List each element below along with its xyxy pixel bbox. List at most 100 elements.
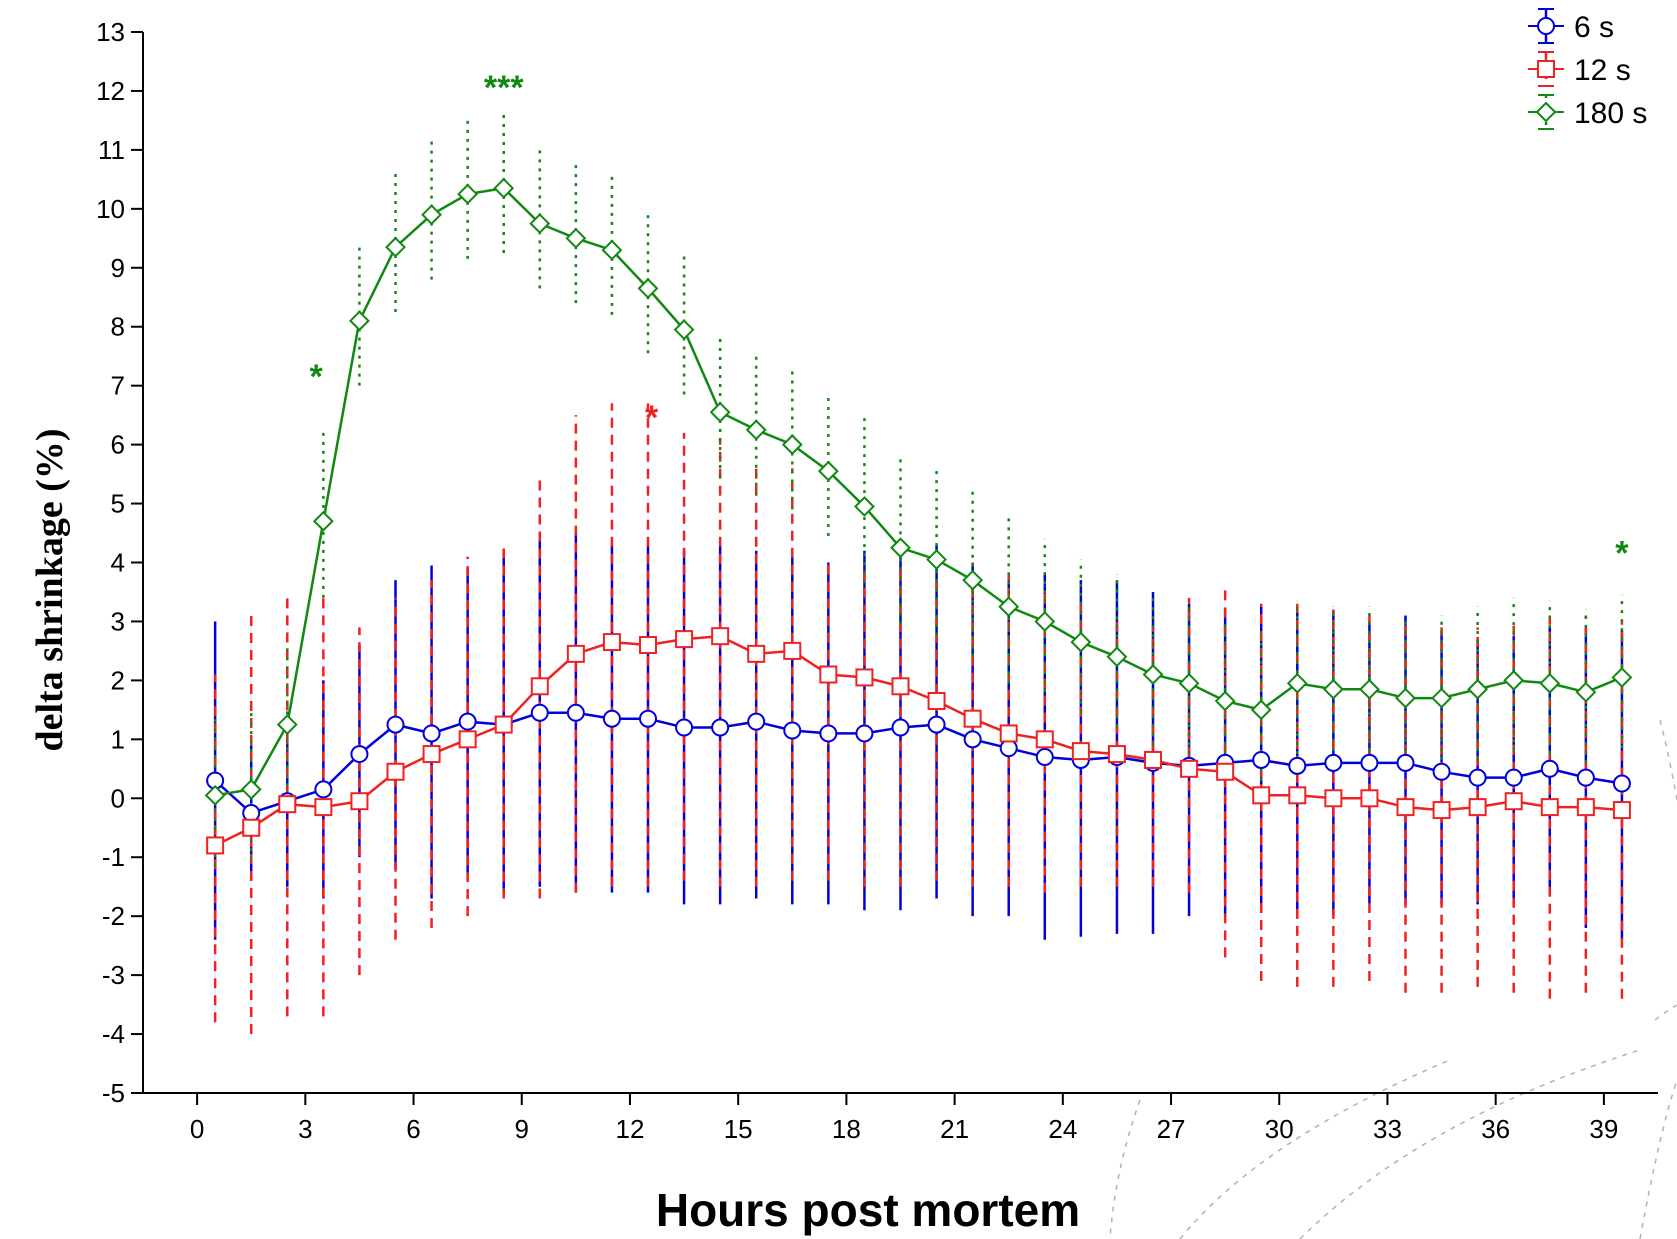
- significance-mark: *: [1615, 535, 1629, 573]
- data-point: [675, 718, 694, 737]
- error-bars: [213, 111, 1624, 1035]
- series-line: [214, 634, 1623, 847]
- data-point: [1503, 669, 1525, 691]
- data-point: [709, 401, 731, 423]
- data-point: [1216, 762, 1235, 781]
- y-tick-label: -2: [102, 901, 125, 931]
- significance-mark: ***: [484, 69, 524, 107]
- data-point: [926, 549, 947, 570]
- data-point: [457, 183, 479, 205]
- data-point: [1142, 664, 1164, 685]
- data-point: [711, 627, 730, 646]
- x-tick-label: 0: [190, 1114, 204, 1144]
- data-point: [1432, 801, 1451, 820]
- data-point: [494, 715, 513, 734]
- data-point: [1288, 756, 1307, 775]
- data-point: [1322, 678, 1344, 700]
- data-point: [530, 703, 549, 722]
- significance-annotations: ******: [310, 69, 1630, 573]
- data-point: [1612, 774, 1631, 793]
- data-point: [242, 804, 261, 823]
- data-point: [1468, 798, 1487, 817]
- data-point: [747, 644, 766, 663]
- data-point: [1504, 792, 1523, 811]
- data-point: [349, 310, 370, 332]
- data-point: [1360, 753, 1379, 772]
- legend-label: 12 s: [1574, 54, 1631, 87]
- data-point: [204, 784, 226, 806]
- y-tick-label: 12: [96, 76, 125, 106]
- data-point: [242, 818, 261, 837]
- data-point: [493, 177, 515, 199]
- data-point: [1252, 750, 1271, 769]
- data-point: [1034, 611, 1056, 632]
- data-point: [1178, 672, 1200, 694]
- y-tick-label: 7: [111, 371, 125, 401]
- data-point: [601, 239, 623, 261]
- data-point: [1540, 759, 1559, 778]
- data-point: [1286, 672, 1308, 694]
- y-tick-label: 5: [111, 489, 125, 519]
- data-point: [1396, 753, 1415, 772]
- data-point: [206, 836, 225, 855]
- data-point: [1106, 646, 1128, 668]
- y-tick-label: -3: [102, 960, 125, 990]
- data-point: [854, 496, 875, 517]
- data-point: [855, 724, 874, 743]
- data-point: [1070, 631, 1092, 653]
- x-tick-label: 15: [724, 1114, 753, 1144]
- data-point: [1359, 678, 1380, 700]
- y-tick-label: 9: [111, 253, 125, 283]
- series-lines: [214, 186, 1623, 847]
- background-decoration: [1109, 719, 1677, 1239]
- data-point: [422, 745, 441, 764]
- series-markers: [204, 177, 1633, 855]
- data-point: [962, 569, 984, 591]
- significance-mark: *: [310, 358, 324, 396]
- x-tick-label: 6: [406, 1114, 420, 1144]
- data-point: [312, 510, 334, 532]
- data-point: [1576, 768, 1595, 787]
- x-tick-label: 12: [616, 1114, 645, 1144]
- data-point: [673, 319, 695, 341]
- data-point: [240, 779, 262, 800]
- data-point: [1144, 750, 1162, 769]
- data-point: [783, 641, 802, 660]
- data-point: [891, 718, 910, 737]
- data-point: [421, 204, 442, 226]
- data-point: [819, 724, 838, 743]
- y-tick-label: 1: [111, 724, 125, 754]
- data-point: [1432, 762, 1451, 781]
- data-point: [711, 718, 730, 737]
- y-tick-label: 0: [111, 783, 125, 813]
- data-point: [927, 715, 946, 734]
- data-point: [998, 596, 1020, 618]
- x-tick-label: 33: [1373, 1114, 1402, 1144]
- data-point: [1576, 798, 1595, 817]
- data-point: [1537, 60, 1555, 78]
- y-tick-label: -5: [102, 1078, 125, 1108]
- data-point: [386, 715, 405, 734]
- data-point: [278, 795, 297, 814]
- data-point: [1431, 687, 1452, 709]
- y-tick-label: 13: [96, 17, 125, 47]
- y-tick-label: 8: [111, 312, 125, 342]
- data-point: [1540, 798, 1559, 817]
- x-tick-label: 18: [832, 1114, 861, 1144]
- y-tick-label: -1: [102, 842, 125, 872]
- data-point: [963, 730, 982, 749]
- series-line: [214, 186, 1623, 797]
- data-point: [458, 730, 477, 749]
- data-point: [1288, 786, 1307, 805]
- data-point: [1324, 789, 1343, 808]
- y-tick-label: 6: [111, 430, 125, 460]
- data-point: [639, 636, 657, 655]
- data-point: [1396, 798, 1415, 817]
- data-point: [639, 709, 657, 728]
- data-point: [675, 630, 694, 649]
- data-point: [1468, 768, 1487, 787]
- data-point: [1252, 786, 1271, 805]
- data-point: [1535, 101, 1557, 123]
